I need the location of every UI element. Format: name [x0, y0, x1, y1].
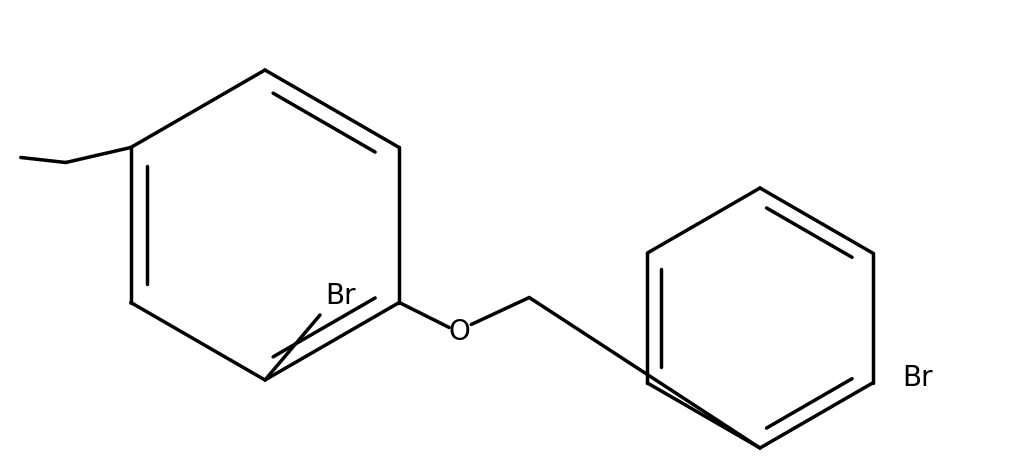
Text: Br: Br: [325, 282, 356, 310]
Text: Br: Br: [902, 364, 932, 392]
Text: O: O: [448, 319, 470, 346]
